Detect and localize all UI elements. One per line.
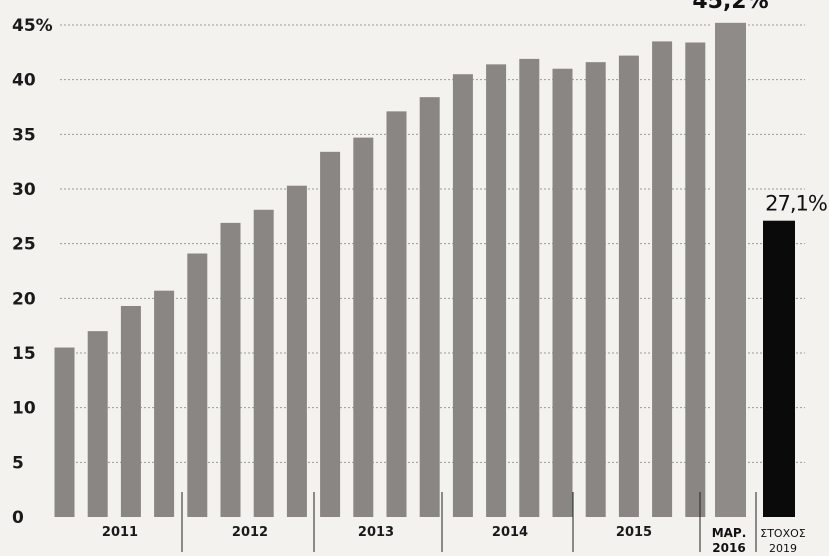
highlight-value-label: 45,2%	[692, 0, 768, 14]
bar	[253, 209, 274, 518]
highlight-category-label: ΜΑΡ.	[712, 526, 747, 540]
target-value-label: 27,1%	[765, 192, 827, 216]
bar	[286, 185, 307, 517]
y-tick-label: 20	[12, 289, 36, 309]
bar	[220, 222, 241, 518]
bar	[154, 290, 175, 517]
bar	[386, 111, 407, 517]
bar	[353, 137, 374, 517]
y-tick-label: 30	[12, 180, 36, 200]
y-tick-label: 5	[12, 453, 24, 473]
bar	[452, 74, 473, 517]
y-tick-label: 40	[12, 71, 36, 91]
bar	[618, 55, 639, 517]
y-tick-label: 15	[12, 344, 36, 364]
bar	[552, 68, 573, 517]
bars	[54, 22, 795, 518]
bar	[685, 42, 706, 517]
target-category-label: ΣΤΟΧΟΣ	[760, 527, 806, 540]
y-tick-label: 10	[12, 399, 36, 419]
y-tick-label: 0	[12, 508, 24, 528]
y-tick-label: 25	[12, 235, 36, 255]
bar	[486, 64, 507, 518]
y-tick-label: 45%	[12, 16, 53, 36]
bar	[87, 331, 108, 517]
year-group-label: 2015	[616, 525, 652, 540]
y-tick-label: 35	[12, 125, 36, 145]
bar	[652, 41, 673, 518]
target-category-year: 2019	[769, 542, 797, 555]
year-group-label: 2012	[232, 525, 268, 540]
bar	[320, 151, 341, 517]
bar	[519, 58, 540, 517]
bar	[187, 253, 208, 518]
bar	[120, 305, 141, 517]
year-group-label: 2014	[492, 525, 528, 540]
annotations: 45,2% 27,1%	[692, 0, 828, 216]
bar	[585, 62, 606, 517]
y-axis-ticks: 0 5 10 15 20 25 30 35 40 45%	[12, 16, 53, 528]
year-group-label: 2013	[358, 525, 394, 540]
highlight-category-year: 2016	[712, 541, 745, 555]
bar-highlight	[715, 22, 746, 518]
x-axis: ΜΑΡ. 2016 ΣΤΟΧΟΣ 2019 2011 2012 2013 2014 20…	[102, 492, 806, 555]
bar	[54, 347, 75, 517]
bar	[419, 97, 440, 517]
year-group-label: 2011	[102, 525, 138, 540]
bar-target	[763, 220, 795, 517]
